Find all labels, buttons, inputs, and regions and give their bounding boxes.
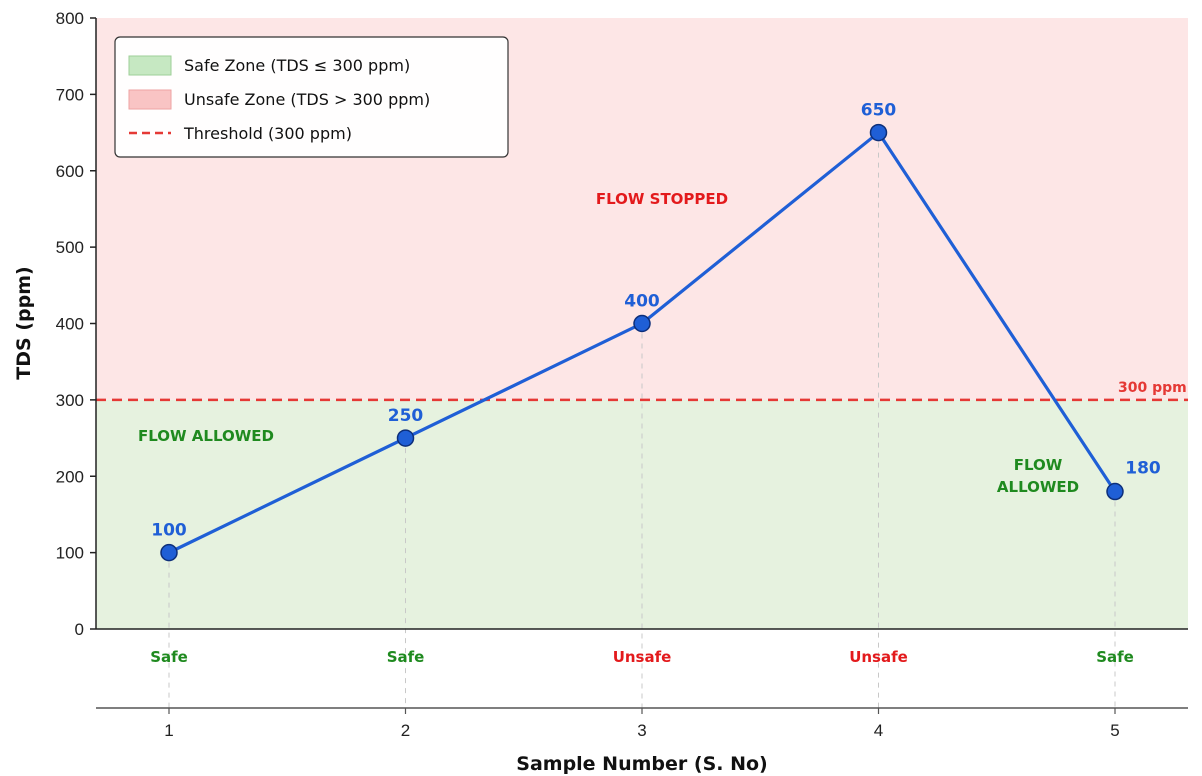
flow-allowed-line: FLOW (1014, 456, 1063, 474)
x-axis-title: Sample Number (S. No) (516, 753, 767, 775)
y-axis-title: TDS (ppm) (13, 266, 35, 379)
x-tick-label: 3 (637, 721, 646, 740)
status-labels: Safe Safe Unsafe Unsafe Safe (150, 648, 1134, 666)
status-label: Unsafe (613, 648, 672, 666)
status-label: Safe (387, 648, 425, 666)
x-tick-label: 1 (164, 721, 173, 740)
legend: Safe Zone (TDS ≤ 300 ppm) Unsafe Zone (TD… (114, 36, 509, 158)
y-tick-label: 300 (56, 391, 84, 410)
data-point (633, 314, 651, 333)
flow-allowed-line: ALLOWED (997, 478, 1079, 496)
y-tick-label: 600 (56, 162, 84, 181)
data-label: 400 (624, 292, 660, 312)
status-label: Safe (150, 648, 188, 666)
y-tick-label: 0 (75, 620, 84, 639)
axes: 0 100 200 300 400 500 600 700 800 1 2 3 4 5 Sample Num… (13, 9, 1188, 775)
data-label: 650 (861, 101, 897, 121)
legend-swatch (128, 89, 172, 110)
flow-allowed-label-right: FLOW ALLOWED (997, 456, 1079, 496)
x-tick-label: 4 (874, 721, 883, 740)
series-layer: 100 250 400 650 180 (151, 101, 1161, 562)
data-point (1106, 482, 1124, 501)
legend-label: Unsafe Zone (TDS > 300 ppm) (184, 90, 430, 109)
y-tick-label: 200 (56, 467, 84, 486)
data-point (869, 123, 888, 142)
flow-allowed-label: FLOW ALLOWED (138, 427, 274, 445)
x-tick-label: 2 (401, 721, 410, 740)
y-tick-label: 700 (56, 85, 84, 104)
status-label: Unsafe (849, 648, 908, 666)
data-point (160, 543, 178, 562)
y-tick-label: 800 (56, 9, 84, 28)
threshold-layer: 300 ppm (96, 380, 1188, 402)
sample-guide-lines (168, 142, 1116, 708)
legend-box (114, 36, 509, 158)
legend-label: Safe Zone (TDS ≤ 300 ppm) (184, 56, 410, 75)
x-tick-label: 5 (1110, 721, 1119, 740)
data-point (396, 429, 415, 447)
threshold-label: 300 ppm (1118, 380, 1187, 396)
legend-swatch (128, 55, 172, 76)
flow-stopped-label: FLOW STOPPED (596, 190, 728, 208)
data-label: 100 (151, 521, 187, 541)
legend-label: Threshold (300 ppm) (183, 124, 352, 143)
y-tick-label: 500 (56, 238, 84, 257)
status-label: Safe (1096, 648, 1134, 666)
data-label: 180 (1125, 459, 1161, 479)
y-tick-label: 400 (56, 315, 84, 334)
y-tick-label: 100 (56, 544, 84, 563)
data-label: 250 (388, 406, 424, 426)
